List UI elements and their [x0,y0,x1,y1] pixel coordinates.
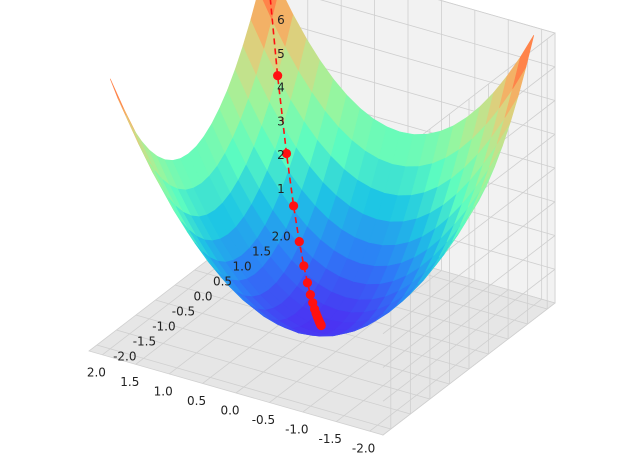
grid-line [319,0,556,68]
grid-line [382,235,556,368]
path-point [289,201,299,211]
x-tick-label: 0.5 [187,394,206,408]
z-tick-label: 6 [277,13,285,27]
y-tick-label: -2.0 [113,350,136,364]
path-point [302,278,313,288]
grid-line [382,201,556,335]
path-point [273,71,283,81]
z-tick-label: 3 [277,114,285,128]
surface-mesh [109,0,535,337]
y-tick-label: 0.5 [213,275,232,289]
surface-patch [133,129,156,171]
x-tick-label: -1.0 [285,423,308,437]
surface-patch [512,35,535,89]
descent-path [269,0,326,331]
x-tick-label: -2.0 [352,442,375,456]
tick-labels: -2.0-1.5-1.0-0.50.00.51.01.52.0-2.0-1.5-… [87,13,375,456]
x-tick-label: 0.0 [220,404,239,418]
path-line [269,0,322,326]
grid-line [96,344,391,430]
path-point [294,236,304,247]
z-tick-label: 1 [277,182,285,196]
path-point [281,148,292,159]
z-tick-label: 2 [277,148,285,162]
path-point [305,290,315,300]
grid-line [438,0,556,34]
surface-patch [262,0,278,21]
z-tick-label: 5 [277,47,285,61]
y-tick-label: -1.5 [133,335,156,349]
grid-line [155,299,450,385]
y-tick-label: -1.0 [152,320,175,334]
z-tick-label: 4 [277,81,285,95]
x-tick-label: -1.5 [318,432,341,446]
y-tick-label: 1.5 [252,245,271,259]
grid-line [116,329,411,415]
x-tick-label: -0.5 [252,413,275,427]
grid-line [382,268,556,402]
x-tick-label: 1.0 [154,384,173,398]
x-tick-label: 1.5 [120,375,139,389]
y-tick-label: 1.0 [233,260,252,274]
y-tick-label: 0.0 [193,290,212,304]
grid-line [135,314,431,400]
path-point [316,320,326,331]
y-tick-label: -0.5 [172,305,195,319]
path-point [299,261,309,271]
y-tick-label: 2.0 [272,230,291,244]
x-tick-label: 2.0 [87,365,106,379]
